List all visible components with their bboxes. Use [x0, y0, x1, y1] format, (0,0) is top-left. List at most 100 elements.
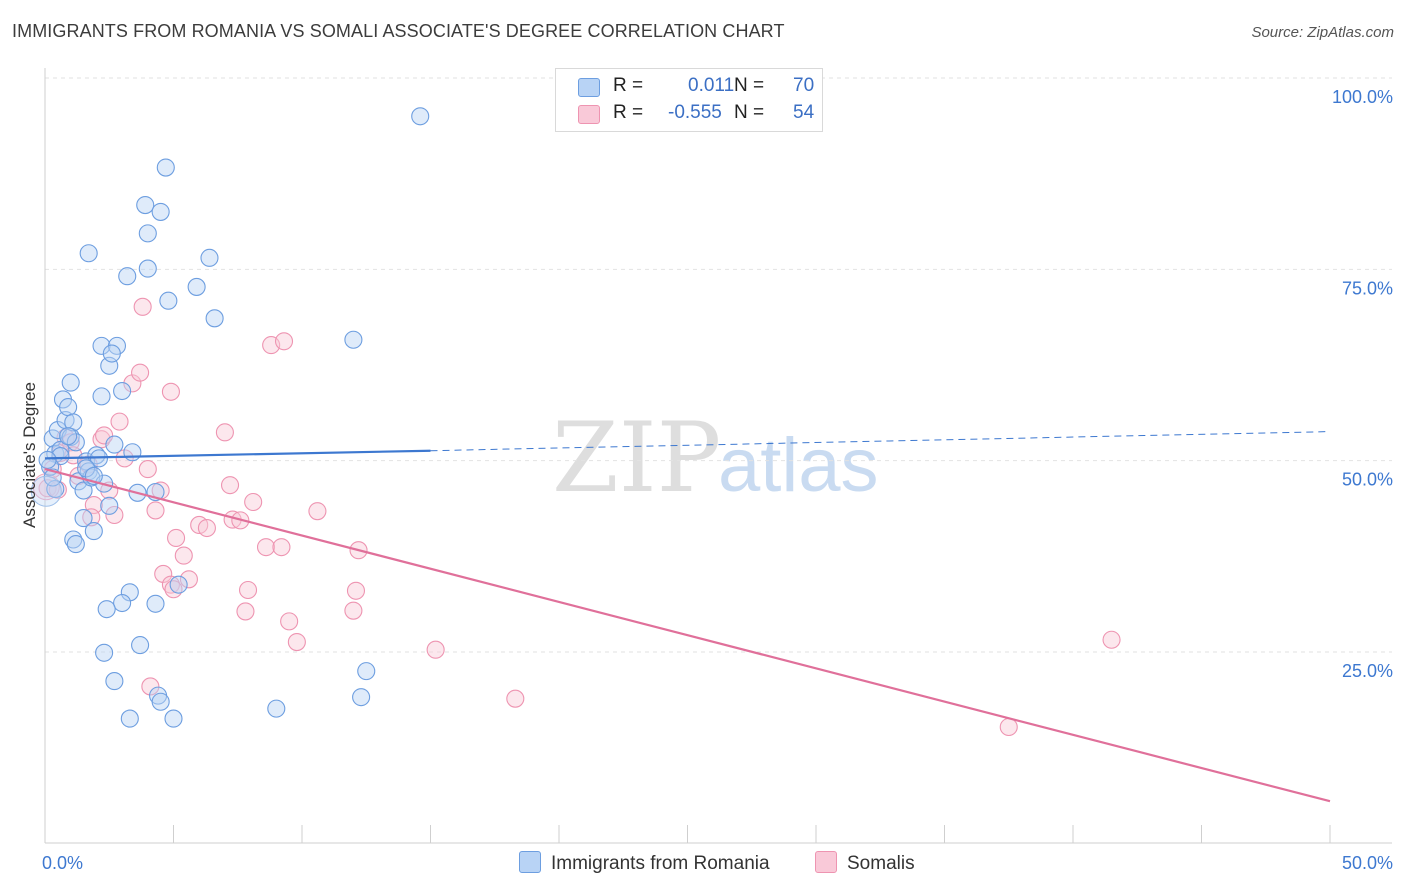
- somali-point: [197, 518, 216, 538]
- romania-point: [79, 244, 98, 263]
- somali-point: [238, 580, 258, 600]
- romania-point: [120, 709, 139, 728]
- romania-point: [267, 699, 286, 718]
- romania-point: [66, 535, 85, 554]
- somali-point: [105, 505, 124, 525]
- romania-point: [74, 509, 93, 528]
- romania-point: [113, 381, 132, 401]
- romania-point: [61, 373, 80, 392]
- somali-point: [344, 601, 363, 620]
- tick-labels: 25.0% 50.0% 75.0% 100.0% 0.0% 50.0%: [42, 87, 1393, 873]
- romania-point: [205, 309, 224, 328]
- source-label: Source: ZipAtlas.com: [1251, 24, 1394, 41]
- correlation-legend: R = 0.011 N = 70 R = -0.555 N = 54: [555, 68, 823, 132]
- legend-r-label: R =: [613, 75, 644, 96]
- romania-trend-extension: [430, 431, 1331, 452]
- romania-point: [138, 259, 157, 278]
- somali-point: [82, 508, 101, 527]
- somali-point: [999, 717, 1018, 737]
- somali-point: [426, 640, 445, 659]
- romania-point: [123, 443, 142, 462]
- bottom-legend-swatch-romania: [519, 851, 541, 873]
- y-tick-label: 50.0%: [1342, 470, 1393, 490]
- somali-point-cluster: [32, 473, 60, 501]
- legend-swatch-somali: [578, 105, 600, 124]
- romania-point: [151, 202, 170, 221]
- somali-point: [131, 363, 150, 382]
- romania-point: [159, 291, 178, 310]
- legend-r-value-somali: -0.555: [668, 102, 722, 123]
- legend-r-label: R =: [613, 102, 644, 123]
- somali-point: [215, 423, 234, 442]
- romania-points: [30, 107, 430, 728]
- somali-point: [167, 528, 186, 548]
- grid-lines: [45, 77, 1392, 653]
- romania-point: [102, 344, 121, 363]
- romania-point: [156, 158, 175, 177]
- somali-point: [244, 492, 263, 512]
- somali-point: [220, 476, 240, 495]
- chart-title: IMMIGRANTS FROM ROMANIA VS SOMALI ASSOCI…: [12, 21, 785, 41]
- somali-point: [346, 581, 366, 600]
- romania-trend-line: [44, 449, 431, 460]
- romania-point: [164, 709, 183, 728]
- somali-point: [1102, 630, 1121, 649]
- bottom-legend-swatch-somali: [815, 851, 837, 873]
- watermark-zip: ZIP: [552, 402, 721, 514]
- romania-point: [64, 413, 83, 432]
- romania-point: [97, 600, 116, 619]
- romania-point: [92, 336, 111, 355]
- romania-point: [136, 195, 155, 215]
- legend-n-label: N =: [734, 102, 765, 123]
- watermark-atlas: atlas: [718, 423, 879, 508]
- axes: [44, 68, 1392, 844]
- legend-n-value-romania: 70: [793, 75, 815, 96]
- romania-point: [169, 575, 188, 594]
- romania-point: [77, 459, 96, 478]
- x-tick-label: 50.0%: [1342, 853, 1393, 873]
- somali-point: [256, 538, 276, 557]
- somali-trend-line: [44, 468, 1331, 803]
- romania-point: [411, 107, 430, 126]
- somali-points: [32, 297, 1121, 737]
- romania-point: [146, 594, 165, 613]
- romania-point: [87, 446, 106, 465]
- romania-point: [151, 692, 170, 711]
- y-axis-label: Associate's Degree: [20, 382, 39, 528]
- somali-point: [174, 546, 193, 565]
- bottom-legend-romania: Immigrants from Romania: [519, 851, 770, 875]
- y-tick-label: 75.0%: [1342, 278, 1393, 298]
- somali-point: [308, 502, 327, 521]
- romania-point: [113, 593, 132, 613]
- romania-point: [131, 636, 150, 655]
- watermark: ZIP atlas: [552, 402, 879, 514]
- somali-point: [506, 689, 525, 708]
- somali-point: [141, 677, 160, 696]
- x-tick-label: 0.0%: [42, 853, 83, 873]
- legend-r-value-romania: 0.011: [688, 75, 735, 96]
- romania-point: [38, 450, 57, 469]
- somali-point: [280, 612, 299, 631]
- somali-point: [133, 297, 152, 316]
- y-tick-label: 25.0%: [1342, 661, 1393, 681]
- somali-point: [287, 633, 306, 652]
- legend-n-value-somali: 54: [793, 102, 815, 123]
- somali-point: [179, 570, 198, 589]
- romania-point: [100, 496, 119, 515]
- somali-point: [138, 460, 157, 479]
- romania-point: [200, 248, 219, 267]
- somali-point: [110, 412, 129, 431]
- romania-point: [187, 277, 206, 296]
- bottom-legend-label-romania: Immigrants from Romania: [551, 853, 770, 874]
- trend-lines: [44, 431, 1331, 803]
- y-tick-label: 100.0%: [1332, 87, 1393, 107]
- romania-point: [352, 688, 371, 707]
- romania-point: [105, 672, 124, 691]
- romania-point: [344, 330, 363, 349]
- romania-point: [59, 398, 78, 417]
- somali-point: [236, 602, 255, 621]
- romania-point: [59, 427, 78, 446]
- somali-point: [95, 426, 114, 445]
- romania-point: [84, 522, 103, 541]
